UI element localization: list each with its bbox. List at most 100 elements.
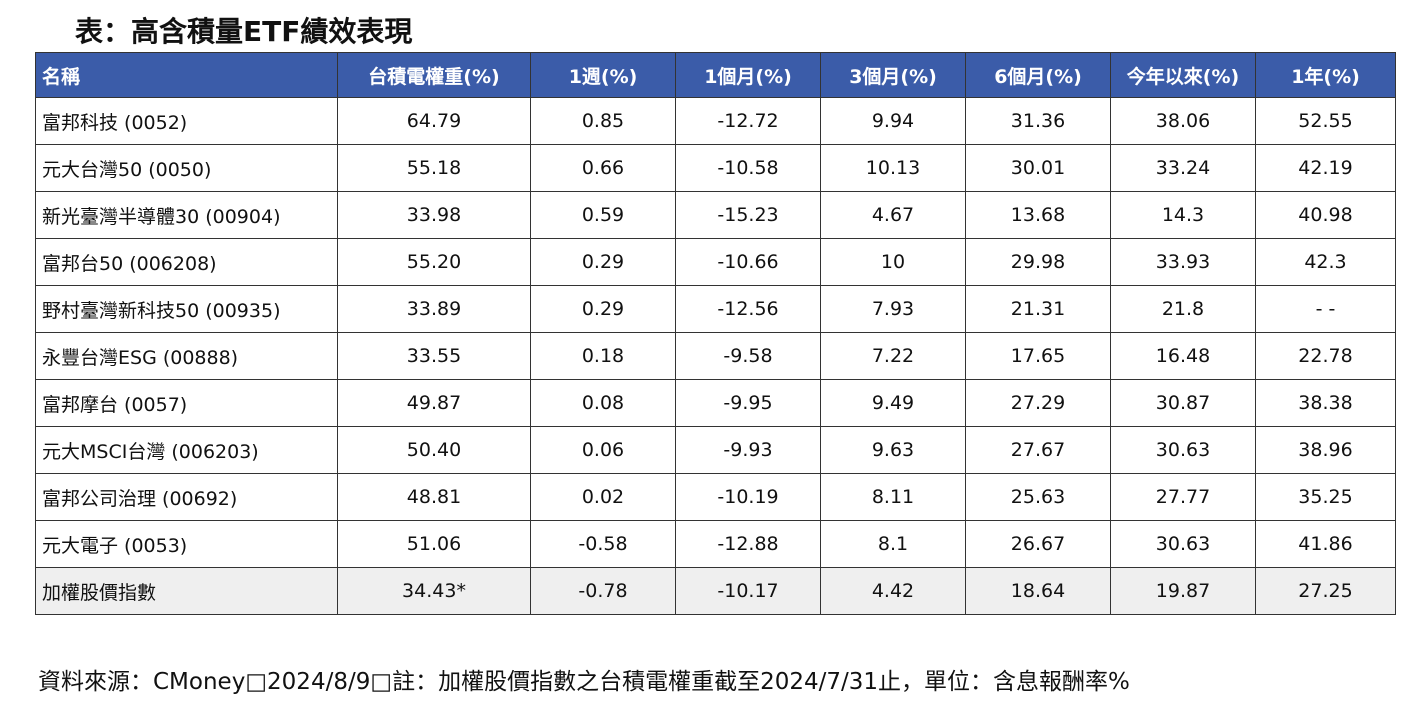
table-row: 元大電子 (0053) 51.06 -0.58 -12.88 8.1 26.67 30.63… bbox=[35, 520, 1396, 568]
table-cell: 27.67 bbox=[965, 426, 1111, 474]
table-cell: -9.95 bbox=[675, 379, 821, 427]
table-cell: 38.38 bbox=[1255, 379, 1396, 427]
table-cell: 14.3 bbox=[1110, 191, 1256, 239]
table-cell: 4.67 bbox=[820, 191, 966, 239]
table-row: 富邦台50 (006208) 55.20 0.29 -10.66 10 29.98 33.9… bbox=[35, 238, 1396, 286]
table-row: 富邦摩台 (0057) 49.87 0.08 -9.95 9.49 27.29 30.87 3… bbox=[35, 379, 1396, 427]
table-cell: 17.65 bbox=[965, 332, 1111, 380]
table-cell: 48.81 bbox=[337, 473, 531, 521]
table-cell: 9.49 bbox=[820, 379, 966, 427]
table-cell: 30.63 bbox=[1110, 426, 1256, 474]
table-cell: 52.55 bbox=[1255, 97, 1396, 145]
table-cell: 33.89 bbox=[337, 285, 531, 333]
table-cell: 18.64 bbox=[965, 567, 1111, 615]
table-cell: 0.08 bbox=[530, 379, 676, 427]
table-cell: 33.93 bbox=[1110, 238, 1256, 286]
table-cell: 13.68 bbox=[965, 191, 1111, 239]
table-cell: 55.20 bbox=[337, 238, 531, 286]
table-cell: 30.87 bbox=[1110, 379, 1256, 427]
table-cell: 0.02 bbox=[530, 473, 676, 521]
table-cell: - - bbox=[1255, 285, 1396, 333]
table-row: 富邦公司治理 (00692) 48.81 0.02 -10.19 8.11 25.63 27… bbox=[35, 473, 1396, 521]
column-header: 6個月(%) bbox=[965, 52, 1111, 98]
column-header: 1週(%) bbox=[530, 52, 676, 98]
table-cell: 27.77 bbox=[1110, 473, 1256, 521]
table-cell: 元大MSCI台灣 (006203) bbox=[35, 426, 338, 474]
table-cell: 42.3 bbox=[1255, 238, 1396, 286]
table-cell: 64.79 bbox=[337, 97, 531, 145]
table-cell: 富邦公司治理 (00692) bbox=[35, 473, 338, 521]
table-cell: -10.17 bbox=[675, 567, 821, 615]
table-cell: 8.1 bbox=[820, 520, 966, 568]
table-cell: -15.23 bbox=[675, 191, 821, 239]
table-cell: 33.24 bbox=[1110, 144, 1256, 192]
table-row: 富邦科技 (0052) 64.79 0.85 -12.72 9.94 31.36 38.06… bbox=[35, 97, 1396, 145]
table-cell: 9.94 bbox=[820, 97, 966, 145]
table-cell: 0.85 bbox=[530, 97, 676, 145]
table-cell: 16.48 bbox=[1110, 332, 1256, 380]
table-cell: 25.63 bbox=[965, 473, 1111, 521]
table-cell: 0.29 bbox=[530, 238, 676, 286]
table-cell: 7.22 bbox=[820, 332, 966, 380]
performance-table: 名稱 台積電權重(%) 1週(%) 1個月(%) 3個月(%) 6個月(%) 今年以來(%)… bbox=[35, 52, 1396, 615]
table-cell: 永豐台灣ESG (00888) bbox=[35, 332, 338, 380]
table-cell: -9.93 bbox=[675, 426, 821, 474]
column-header: 1個月(%) bbox=[675, 52, 821, 98]
table-cell: 34.43* bbox=[337, 567, 531, 615]
table-cell: -0.58 bbox=[530, 520, 676, 568]
table-cell: 4.42 bbox=[820, 567, 966, 615]
column-header: 今年以來(%) bbox=[1110, 52, 1256, 98]
table-cell: 0.59 bbox=[530, 191, 676, 239]
table-cell: 29.98 bbox=[965, 238, 1111, 286]
table-cell: 38.96 bbox=[1255, 426, 1396, 474]
table-cell: 35.25 bbox=[1255, 473, 1396, 521]
table-cell: 33.55 bbox=[337, 332, 531, 380]
column-header: 名稱 bbox=[35, 52, 338, 98]
table-cell: 富邦科技 (0052) bbox=[35, 97, 338, 145]
table-cell: 7.93 bbox=[820, 285, 966, 333]
table-cell: 9.63 bbox=[820, 426, 966, 474]
table-cell: 22.78 bbox=[1255, 332, 1396, 380]
table-cell: -10.58 bbox=[675, 144, 821, 192]
table-cell: 30.01 bbox=[965, 144, 1111, 192]
table-cell: 55.18 bbox=[337, 144, 531, 192]
table-cell: -10.19 bbox=[675, 473, 821, 521]
table-cell: 30.63 bbox=[1110, 520, 1256, 568]
table-cell: -10.66 bbox=[675, 238, 821, 286]
table-cell: -9.58 bbox=[675, 332, 821, 380]
table-cell: 41.86 bbox=[1255, 520, 1396, 568]
table-cell: 42.19 bbox=[1255, 144, 1396, 192]
table-cell: 富邦摩台 (0057) bbox=[35, 379, 338, 427]
table-cell: 50.40 bbox=[337, 426, 531, 474]
table-cell: 0.66 bbox=[530, 144, 676, 192]
table-row: 元大台灣50 (0050) 55.18 0.66 -10.58 10.13 30.01 33… bbox=[35, 144, 1396, 192]
table-cell: -12.56 bbox=[675, 285, 821, 333]
table-cell: 33.98 bbox=[337, 191, 531, 239]
table-cell: 27.25 bbox=[1255, 567, 1396, 615]
column-header: 3個月(%) bbox=[820, 52, 966, 98]
table-cell: 8.11 bbox=[820, 473, 966, 521]
table-row: 野村臺灣新科技50 (00935) 33.89 0.29 -12.56 7.93 21.3… bbox=[35, 285, 1396, 333]
table-cell: 21.31 bbox=[965, 285, 1111, 333]
header-row: 名稱 台積電權重(%) 1週(%) 1個月(%) 3個月(%) 6個月(%) 今年以來(%)… bbox=[35, 52, 1396, 98]
table-cell: 40.98 bbox=[1255, 191, 1396, 239]
table-cell: 野村臺灣新科技50 (00935) bbox=[35, 285, 338, 333]
table-cell: 0.18 bbox=[530, 332, 676, 380]
table-cell: -12.72 bbox=[675, 97, 821, 145]
table-cell: 元大台灣50 (0050) bbox=[35, 144, 338, 192]
column-header: 1年(%) bbox=[1255, 52, 1396, 98]
table-cell: 49.87 bbox=[337, 379, 531, 427]
table-cell: 38.06 bbox=[1110, 97, 1256, 145]
title: 表：高含積量ETF績效表現 bbox=[75, 15, 413, 48]
table-row: 元大MSCI台灣 (006203) 50.40 0.06 -9.93 9.63 27.67… bbox=[35, 426, 1396, 474]
table-row: 加權股價指數 34.43* -0.78 -10.17 4.42 18.64 19.87 27.… bbox=[35, 567, 1396, 615]
table-cell: 加權股價指數 bbox=[35, 567, 338, 615]
table-cell: -12.88 bbox=[675, 520, 821, 568]
footnote: 資料來源：CMoney□2024/8/9□註：加權股價指數之台積電權重截至202… bbox=[38, 669, 1130, 695]
table-cell: 26.67 bbox=[965, 520, 1111, 568]
table-cell: 0.06 bbox=[530, 426, 676, 474]
table-cell: 31.36 bbox=[965, 97, 1111, 145]
column-header: 台積電權重(%) bbox=[337, 52, 531, 98]
